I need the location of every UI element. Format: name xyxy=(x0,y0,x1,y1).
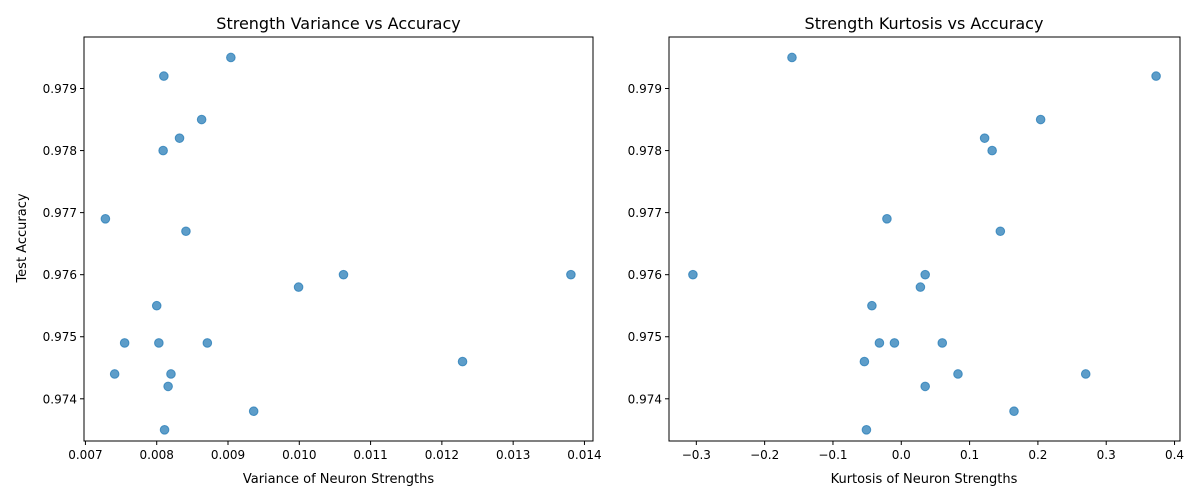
kurtosis-y-tick-label: 0.978 xyxy=(628,144,662,158)
variance-y-axis-label: Test Accuracy xyxy=(15,193,30,283)
variance-data-point xyxy=(159,425,170,435)
variance-x-axis-label: Variance of Neuron Strengths xyxy=(243,472,435,487)
kurtosis-y-tick-label: 0.979 xyxy=(628,82,662,96)
variance-chart-title: Strength Variance vs Accuracy xyxy=(216,14,460,33)
variance-data-point xyxy=(248,406,259,417)
variance-x-tick-label: 0.012 xyxy=(425,448,459,462)
variance-x-tick-label: 0.010 xyxy=(282,448,316,462)
variance-data-point xyxy=(159,71,169,81)
kurtosis-data-point xyxy=(889,338,900,348)
kurtosis-data-point xyxy=(920,381,930,392)
kurtosis-x-tick-label: −0.2 xyxy=(750,448,779,462)
variance-data-point xyxy=(166,369,176,379)
kurtosis-data-point xyxy=(882,214,892,224)
variance-data-point xyxy=(151,300,162,311)
kurtosis-data-point xyxy=(937,338,948,348)
kurtosis-subplot: Strength Kurtosis vs Accuracy Kurtosis o… xyxy=(628,14,1184,487)
variance-x-tick-label: 0.014 xyxy=(567,448,601,462)
kurtosis-x-axis-label: Kurtosis of Neuron Strengths xyxy=(831,472,1018,487)
variance-data-point xyxy=(226,52,236,63)
kurtosis-y-tick-label: 0.976 xyxy=(628,268,662,282)
variance-x-tick-label: 0.007 xyxy=(68,448,102,462)
kurtosis-points xyxy=(688,52,1161,435)
variance-data-point xyxy=(566,269,576,280)
kurtosis-data-point xyxy=(995,226,1006,237)
variance-data-point xyxy=(202,338,213,348)
variance-data-point xyxy=(154,338,164,348)
kurtosis-data-point xyxy=(920,269,930,280)
variance-y-tick-label: 0.977 xyxy=(43,206,77,220)
variance-y-tick-label: 0.976 xyxy=(43,268,77,282)
kurtosis-data-point xyxy=(688,269,698,280)
kurtosis-data-point xyxy=(1151,71,1161,81)
variance-x-tick-label: 0.013 xyxy=(496,448,530,462)
kurtosis-x-tick-label: −0.3 xyxy=(682,448,711,462)
variance-data-point xyxy=(109,369,120,379)
variance-data-point xyxy=(119,338,130,348)
kurtosis-data-point xyxy=(979,133,990,143)
variance-data-point xyxy=(174,133,185,143)
kurtosis-data-point xyxy=(859,356,870,367)
kurtosis-x-tick-label: 0.1 xyxy=(960,448,979,462)
kurtosis-data-point xyxy=(874,338,885,348)
variance-x-tick-label: 0.009 xyxy=(211,448,245,462)
variance-data-point xyxy=(158,145,168,156)
kurtosis-plot-frame xyxy=(668,36,1181,442)
kurtosis-data-point xyxy=(1009,406,1019,417)
kurtosis-x-tick-label: 0.3 xyxy=(1097,448,1116,462)
variance-y-tick-label: 0.974 xyxy=(43,392,77,406)
kurtosis-data-point xyxy=(987,145,997,156)
variance-x-tick-label: 0.011 xyxy=(353,448,387,462)
kurtosis-x-tick-label: 0.2 xyxy=(1028,448,1047,462)
variance-data-point xyxy=(293,282,304,292)
kurtosis-ticks: −0.3 −0.2 −0.1 0.0 0.1 0.2 0.3 0.4 0.974 0.975 0.9… xyxy=(628,82,1184,462)
variance-plot-frame xyxy=(83,36,594,442)
kurtosis-data-point xyxy=(953,369,963,379)
kurtosis-data-point xyxy=(1035,114,1046,125)
variance-y-tick-label: 0.979 xyxy=(43,82,77,96)
variance-subplot: Strength Variance vs Accuracy Variance o… xyxy=(15,14,602,487)
variance-points xyxy=(100,52,576,435)
variance-data-point xyxy=(196,114,207,125)
variance-data-point xyxy=(181,226,191,237)
kurtosis-data-point xyxy=(1080,369,1091,379)
kurtosis-y-tick-label: 0.975 xyxy=(628,330,662,344)
kurtosis-y-tick-label: 0.977 xyxy=(628,206,662,220)
variance-y-tick-label: 0.978 xyxy=(43,144,77,158)
kurtosis-chart-title: Strength Kurtosis vs Accuracy xyxy=(805,14,1044,33)
kurtosis-data-point xyxy=(861,425,872,435)
variance-y-tick-label: 0.975 xyxy=(43,330,77,344)
variance-x-tick-label: 0.008 xyxy=(140,448,174,462)
variance-ticks: 0.007 0.008 0.009 0.010 0.011 0.012 0.013 0.014… xyxy=(43,82,602,462)
kurtosis-data-point xyxy=(915,282,926,292)
kurtosis-x-tick-label: 0.4 xyxy=(1165,448,1184,462)
kurtosis-data-point xyxy=(867,300,877,311)
kurtosis-x-tick-label: 0.0 xyxy=(892,448,911,462)
variance-data-point xyxy=(457,356,468,367)
variance-data-point xyxy=(100,214,111,224)
kurtosis-y-tick-label: 0.974 xyxy=(628,392,662,406)
variance-data-point xyxy=(338,269,349,280)
variance-data-point xyxy=(163,381,173,392)
kurtosis-data-point xyxy=(787,52,797,63)
kurtosis-x-tick-label: −0.1 xyxy=(818,448,847,462)
